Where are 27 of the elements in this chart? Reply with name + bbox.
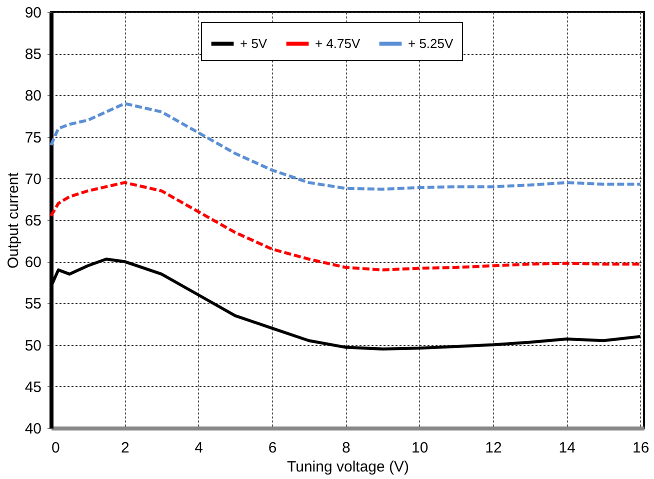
x-tick-label: 6 bbox=[268, 440, 277, 456]
x-tick-label: 16 bbox=[632, 440, 650, 456]
y-axis-title: Output current bbox=[4, 172, 22, 268]
y-tick-label: 55 bbox=[24, 296, 42, 313]
legend-label: + 5V bbox=[240, 36, 268, 51]
x-axis-title: Tuning voltage (V) bbox=[286, 458, 410, 476]
x-tick-label: 0 bbox=[52, 440, 60, 456]
y-tick-label: 65 bbox=[24, 212, 42, 230]
line-series bbox=[50, 181, 642, 272]
y-tick-label: 90 bbox=[24, 4, 42, 22]
x-tick-label: 14 bbox=[558, 440, 576, 456]
y-tick-label: 40 bbox=[24, 420, 42, 438]
y-tick-label: 45 bbox=[24, 378, 42, 396]
legend-label: + 4.75V bbox=[315, 36, 361, 51]
x-tick-label: 4 bbox=[194, 440, 203, 456]
y-tick-label: 85 bbox=[24, 46, 42, 64]
x-tick-label: 12 bbox=[485, 440, 502, 456]
x-tick-label: 2 bbox=[120, 440, 130, 456]
y-tick-label: 80 bbox=[24, 88, 42, 105]
y-tick-label: 60 bbox=[24, 254, 42, 272]
y-tick-label: 75 bbox=[24, 129, 42, 146]
y-tick-label: 50 bbox=[24, 337, 42, 354]
legend-label: + 5.25V bbox=[408, 36, 454, 51]
x-tick-label: 8 bbox=[342, 440, 350, 456]
y-tick-label: 70 bbox=[24, 170, 42, 188]
x-tick-label: 10 bbox=[411, 440, 428, 456]
line-series bbox=[50, 102, 642, 191]
